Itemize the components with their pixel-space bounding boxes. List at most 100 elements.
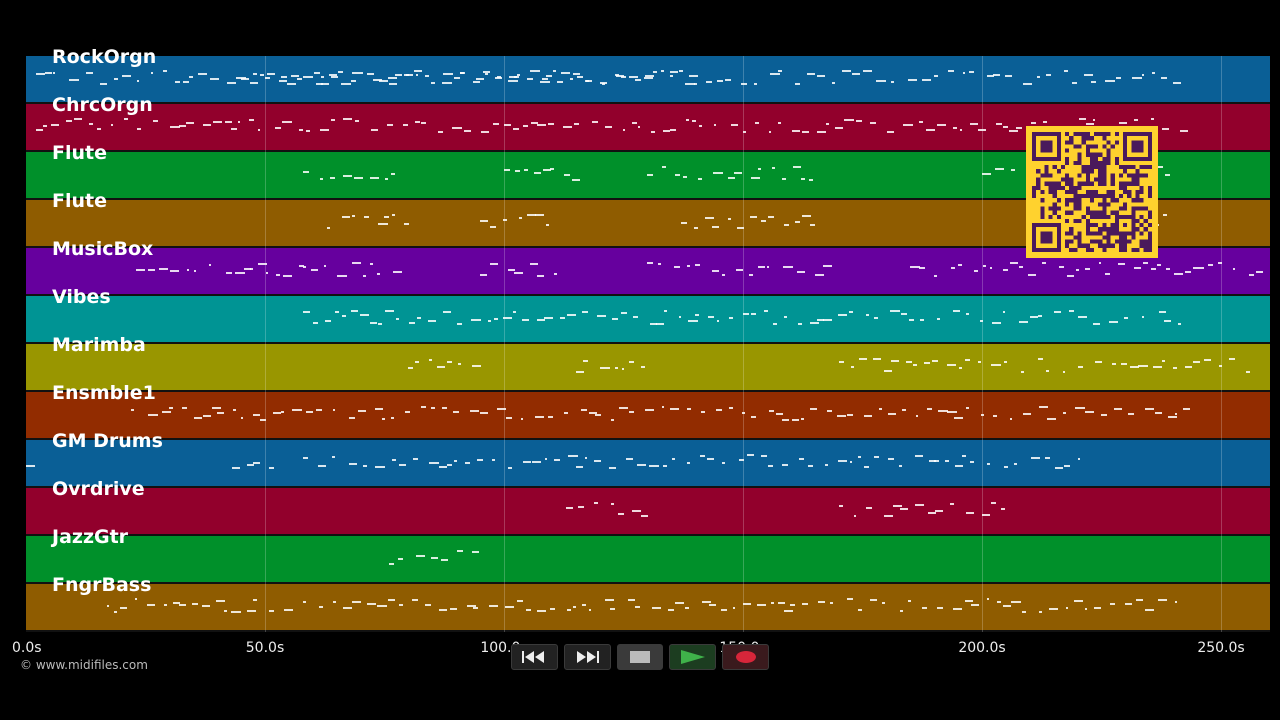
midi-note (1099, 262, 1102, 264)
midi-note (1218, 365, 1222, 367)
midi-note (1218, 262, 1222, 264)
midi-note (286, 83, 296, 85)
midi-note (678, 316, 681, 318)
midi-note (447, 361, 452, 363)
midi-note (1105, 80, 1115, 82)
midi-note (693, 227, 699, 229)
midi-note (99, 83, 108, 85)
midi-note (647, 262, 654, 264)
midi-note (131, 409, 134, 411)
midi-note (303, 457, 308, 459)
midi-note (890, 360, 899, 362)
midi-note (303, 171, 309, 173)
midi-note (429, 462, 440, 464)
midi-note (113, 611, 117, 613)
midi-note (343, 175, 353, 177)
midi-note (1185, 366, 1192, 368)
midi-note (619, 407, 629, 409)
midi-note (857, 609, 862, 611)
midi-note (908, 319, 915, 321)
midi-note (1245, 371, 1250, 373)
midi-note (966, 313, 970, 315)
piano-roll[interactable]: RockOrgn ChrcOrgn Flute Flute MusicBox Vibes M… (26, 46, 1270, 632)
midi-note (484, 73, 489, 75)
midi-note (334, 311, 340, 313)
midi-note (387, 77, 397, 79)
midi-note (1151, 118, 1155, 120)
track-lane[interactable] (26, 488, 1270, 534)
midi-note (553, 70, 556, 72)
midi-note (1233, 268, 1236, 270)
midi-note (920, 319, 924, 321)
midi-note (838, 505, 843, 507)
midi-note (644, 409, 655, 411)
midi-note (852, 73, 861, 75)
midi-note (1134, 119, 1138, 121)
midi-note (437, 366, 446, 368)
midi-note (526, 609, 532, 611)
midi-note (1042, 262, 1047, 264)
midi-note (809, 179, 814, 181)
midi-note (567, 455, 578, 457)
midi-note (352, 72, 360, 74)
midi-note (927, 512, 936, 514)
midi-note (1141, 74, 1145, 76)
midi-note (715, 409, 722, 411)
midi-note (137, 128, 141, 130)
midi-note (390, 417, 395, 419)
track-lane[interactable] (26, 296, 1270, 342)
midi-note (472, 365, 482, 367)
track-lane[interactable] (26, 440, 1270, 486)
midi-note (1069, 310, 1074, 312)
midi-note (863, 415, 873, 417)
fast-forward-button[interactable] (563, 644, 611, 670)
midi-note (258, 263, 267, 265)
midi-note (523, 125, 528, 127)
midi-note (179, 604, 186, 606)
stop-button[interactable] (616, 644, 664, 670)
midi-note (874, 456, 880, 458)
time-tick-label: 200.0s (958, 640, 1006, 656)
midi-note (534, 172, 542, 174)
midi-note (800, 178, 806, 180)
midi-note (216, 600, 225, 602)
midi-note (1063, 412, 1067, 414)
midi-note (107, 605, 110, 607)
midi-note (902, 409, 907, 411)
midi-note (298, 265, 305, 267)
midi-note (1062, 371, 1066, 373)
midi-note (452, 411, 459, 413)
midi-note (311, 269, 318, 271)
rewind-button[interactable] (511, 644, 558, 670)
midi-note (1045, 370, 1050, 372)
time-gridline (743, 56, 744, 632)
midi-note (548, 416, 554, 418)
midi-note (1121, 363, 1128, 365)
midi-note (1157, 264, 1162, 266)
midi-note (599, 367, 610, 369)
midi-note (342, 315, 346, 317)
midi-note (732, 607, 735, 609)
track-lane[interactable] (26, 56, 1270, 102)
track-lane[interactable] (26, 536, 1270, 582)
midi-note (51, 124, 60, 126)
midi-note (728, 218, 731, 220)
track-lane[interactable] (26, 584, 1270, 630)
midi-note (318, 465, 327, 467)
midi-note (329, 74, 337, 76)
midi-note (771, 602, 774, 604)
midi-note (649, 323, 658, 325)
midi-note (476, 78, 484, 80)
track-lane[interactable] (26, 392, 1270, 438)
record-button[interactable] (722, 644, 769, 670)
midi-note (631, 510, 642, 512)
midi-note (742, 313, 749, 315)
midi-note (535, 214, 544, 216)
midi-note (373, 79, 382, 81)
midi-note (518, 217, 523, 219)
track-label: Vibes (52, 286, 111, 308)
track-lane[interactable] (26, 344, 1270, 390)
rewind-icon (522, 651, 545, 663)
play-button[interactable] (669, 644, 717, 670)
midi-note (395, 318, 399, 320)
